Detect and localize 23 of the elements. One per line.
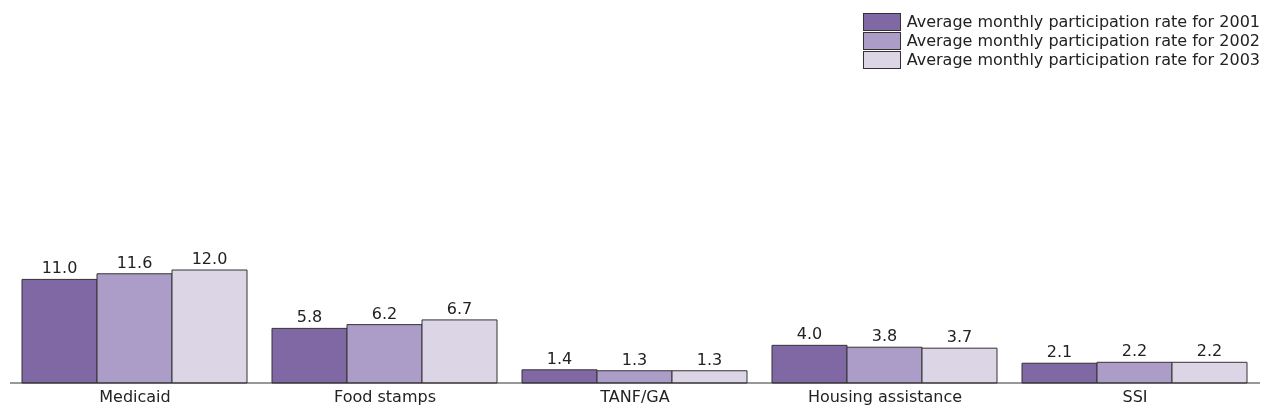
data-label: 6.2 <box>371 303 398 323</box>
data-label: 6.7 <box>446 298 473 318</box>
x-tick-label: TANF/GA <box>599 387 670 407</box>
data-label: 1.4 <box>546 348 573 368</box>
legend-label: Average monthly participation rate for 2001 <box>906 12 1260 31</box>
legend-label: Average monthly participation rate for 2003 <box>906 50 1260 69</box>
data-label: 3.7 <box>946 327 973 347</box>
data-label: 2.2 <box>1196 341 1223 361</box>
x-tick-label: SSI <box>1122 387 1148 407</box>
data-label: 11.6 <box>116 252 153 272</box>
data-label: 1.3 <box>621 349 648 369</box>
data-label: 4.0 <box>796 324 823 344</box>
x-tick-label: Housing assistance <box>807 387 963 407</box>
data-label: 12.0 <box>191 249 228 268</box>
data-label: 5.8 <box>296 307 323 327</box>
data-label: 2.1 <box>1046 342 1073 362</box>
legend-label: Average monthly participation rate for 2002 <box>906 31 1260 50</box>
x-tick-label: Medicaid <box>99 387 171 407</box>
data-label: 3.8 <box>871 326 898 346</box>
x-tick-label: Food stamps <box>334 387 436 407</box>
data-label: 1.3 <box>696 349 723 369</box>
data-label: 11.0 <box>41 258 78 278</box>
data-label: 2.2 <box>1121 341 1148 361</box>
